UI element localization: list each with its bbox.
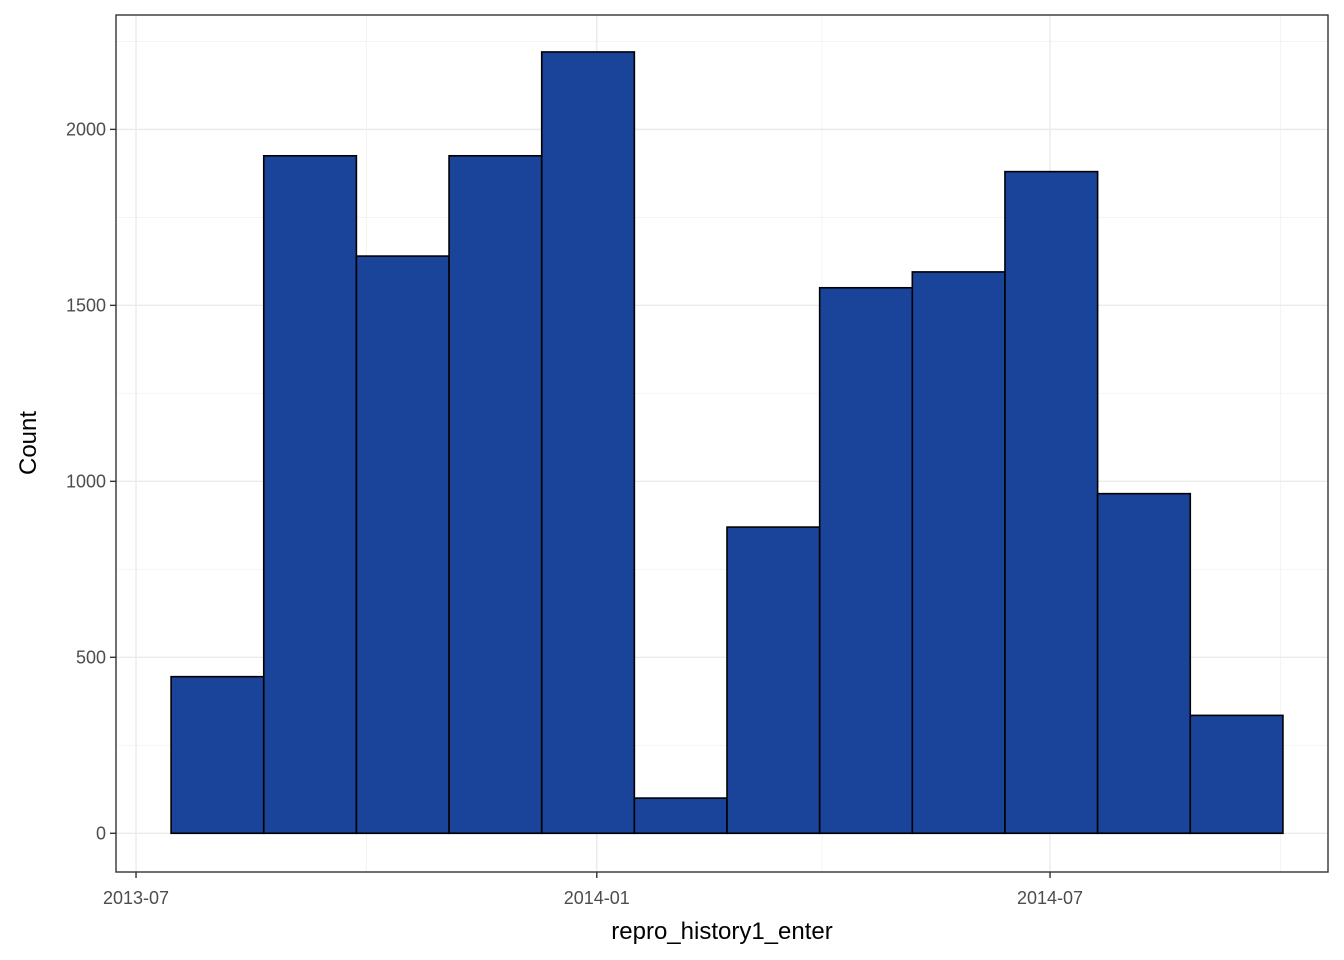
y-tick-label: 2000 bbox=[66, 119, 106, 139]
histogram-bar bbox=[262, 154, 358, 835]
x-tick-label: 2014-07 bbox=[1017, 888, 1083, 908]
histogram-bar bbox=[170, 675, 265, 835]
histogram-bar bbox=[448, 154, 543, 835]
histogram-bar bbox=[818, 286, 914, 835]
histogram-bar bbox=[1189, 714, 1284, 835]
y-tick-label: 0 bbox=[96, 823, 106, 843]
ticks-layer bbox=[110, 128, 1051, 878]
y-tick-label: 1500 bbox=[66, 295, 106, 315]
y-axis-title: Count bbox=[15, 411, 42, 475]
histogram-bar bbox=[1096, 492, 1192, 835]
y-tick-label: 500 bbox=[76, 647, 106, 667]
y-tick-label: 1000 bbox=[66, 471, 106, 491]
x-axis-title: repro_history1_enter bbox=[611, 918, 832, 945]
labels-layer: 0 500 1000 1500 2000 2013-07 2014-01 2014-07 bbox=[66, 119, 1083, 908]
x-tick-label: 2014-01 bbox=[564, 888, 630, 908]
x-tick-label: 2013-07 bbox=[103, 888, 169, 908]
histogram-bar bbox=[540, 51, 636, 835]
bars-layer bbox=[170, 51, 1284, 835]
histogram-bar bbox=[633, 797, 728, 835]
histogram-bar bbox=[726, 526, 821, 835]
histogram-bar bbox=[355, 255, 450, 835]
histogram-bar bbox=[911, 271, 1006, 835]
histogram-bar bbox=[1004, 170, 1099, 835]
panel-border bbox=[115, 14, 1329, 873]
